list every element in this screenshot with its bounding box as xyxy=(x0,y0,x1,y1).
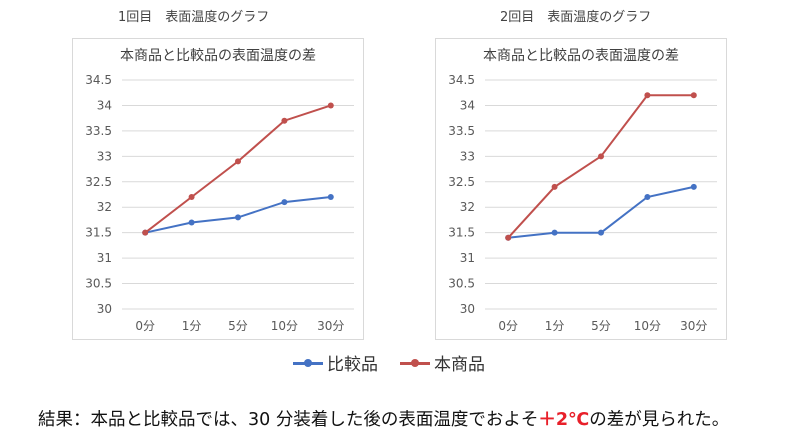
chart1-xtick-label: 30分 xyxy=(317,319,344,333)
chart2-xtick-label: 30分 xyxy=(680,319,707,333)
chart2-ytick-label: 31 xyxy=(460,251,475,265)
chart1-ytick-label: 32 xyxy=(97,200,112,214)
result-highlight: ＋2℃ xyxy=(538,410,590,430)
chart2-xtick-label: 10分 xyxy=(634,319,661,333)
chart2-ytick-label: 34 xyxy=(460,98,475,112)
chart1-caption: 1回目 表面温度のグラフ xyxy=(118,10,270,25)
chart2-ytick-label: 33 xyxy=(460,149,475,163)
chart1: 本商品と比較品の表面温度の差 30 30.5 31 31.5 32 32.5 33 33.5 34… xyxy=(72,38,364,340)
chart1-xtick-label: 1分 xyxy=(182,319,202,333)
legend-label-product: 本商品 xyxy=(434,355,485,375)
chart1-series-2-point xyxy=(188,194,195,201)
chart1-series-2-point xyxy=(235,158,241,165)
legend-item-product: 本商品 xyxy=(400,350,485,375)
chart1-ytick-label: 31 xyxy=(97,251,112,265)
chart1-series-1-point xyxy=(327,194,334,201)
chart2-ytick-label: 32 xyxy=(460,200,475,214)
chart2-series-2-point xyxy=(505,234,512,241)
chart1-xtick-label: 0分 xyxy=(135,319,155,333)
legend-swatch-comparison xyxy=(293,357,323,369)
legend-label-comparison: 比較品 xyxy=(327,355,378,375)
chart1-ytick-label: 34.5 xyxy=(85,73,112,87)
chart1-ytick-label: 33 xyxy=(97,149,112,163)
chart2-ytick-label: 33.5 xyxy=(448,124,475,138)
legend-item-comparison: 比較品 xyxy=(293,350,378,375)
chart2-series-1-point xyxy=(690,183,697,190)
chart2-series-2-point xyxy=(551,183,558,190)
result-suffix: の差が見られた。 xyxy=(589,410,730,430)
chart1-border xyxy=(72,38,364,340)
chart2: 本商品と比較品の表面温度の差 30 30.5 31 31.5 32 32.5 33 33.5 34… xyxy=(435,38,727,340)
chart2-series-1-point xyxy=(551,229,558,236)
chart1-series-2-point xyxy=(327,102,334,109)
chart2-series-2-point xyxy=(644,92,651,99)
chart2-xtick-label: 1分 xyxy=(545,319,565,333)
chart2-ytick-label: 34.5 xyxy=(448,73,475,87)
chart2-series-2-point xyxy=(598,153,604,160)
chart1-series-2-point xyxy=(142,229,149,236)
chart1-title: 本商品と比較品の表面温度の差 xyxy=(120,48,316,64)
chart1-xtick-label: 5分 xyxy=(228,319,248,333)
chart1-series-1-point xyxy=(235,214,241,221)
chart2-border xyxy=(435,38,727,340)
chart2-caption: 2回目 表面温度のグラフ xyxy=(500,10,652,25)
chart1-ytick-label: 34 xyxy=(97,98,112,112)
chart2-ytick-label: 32.5 xyxy=(448,175,475,189)
chart1-ytick-label: 30 xyxy=(97,302,112,316)
chart2-xtick-label: 0分 xyxy=(498,319,518,333)
chart2-series-2-point xyxy=(690,92,697,99)
result-prefix: 結果：本品と比較品では、30 分装着した後の表面温度でおよそ xyxy=(38,410,539,430)
chart2-ytick-label: 30 xyxy=(460,302,475,316)
chart2-ytick-label: 30.5 xyxy=(448,277,475,291)
chart2-series-1-point xyxy=(598,229,604,236)
chart2-xtick-label: 5分 xyxy=(591,319,611,333)
chart2-ytick-label: 31.5 xyxy=(448,226,475,240)
chart1-series-1-point xyxy=(188,219,195,226)
legend: 比較品 本商品 xyxy=(293,350,485,375)
chart1-ytick-label: 30.5 xyxy=(85,277,112,291)
chart1-ytick-label: 31.5 xyxy=(85,226,112,240)
chart1-ytick-label: 32.5 xyxy=(85,175,112,189)
chart1-ytick-label: 33.5 xyxy=(85,124,112,138)
chart2-title: 本商品と比較品の表面温度の差 xyxy=(483,48,679,64)
result-text: 結果：本品と比較品では、30 分装着した後の表面温度でおよそ＋2℃の差が見られた… xyxy=(38,406,729,431)
chart2-series-1-point xyxy=(644,194,651,201)
chart1-xtick-label: 10分 xyxy=(271,319,298,333)
chart1-series-1-point xyxy=(281,199,288,206)
chart1-series-2-point xyxy=(281,117,288,124)
legend-swatch-product xyxy=(400,357,430,369)
